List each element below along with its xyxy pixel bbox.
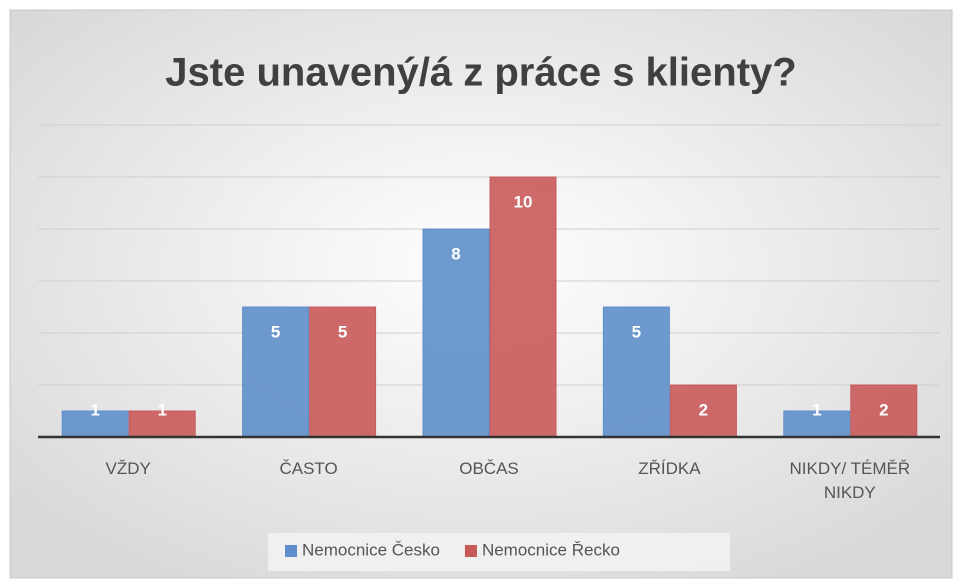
data-label: 5 (271, 322, 280, 341)
bar (422, 228, 490, 438)
bar (489, 176, 557, 438)
x-tick-label: ZŘÍDKA (638, 459, 701, 478)
bar (602, 306, 670, 438)
data-label: 1 (812, 400, 821, 419)
data-label: 5 (338, 322, 347, 341)
x-tick-label: VŽDY (105, 459, 151, 478)
data-label: 1 (157, 400, 166, 419)
legend-label: Nemocnice Česko (302, 540, 440, 559)
bar (669, 384, 737, 438)
data-label: 10 (514, 192, 533, 211)
chart-title: Jste unavený/á z práce s klienty? (165, 51, 796, 95)
data-label: 1 (90, 400, 99, 419)
legend-swatch (285, 545, 297, 557)
data-label: 2 (699, 400, 708, 419)
x-tick-label: ČASTO (279, 459, 338, 478)
legend-swatch (464, 545, 477, 557)
legend-label: Nemocnice Řecko (482, 540, 620, 559)
bar (242, 306, 310, 438)
data-label: 5 (632, 322, 641, 341)
data-label: 2 (879, 400, 888, 419)
bar (309, 306, 377, 438)
legend-box (268, 533, 730, 571)
x-tick-label: OBČAS (459, 459, 519, 478)
data-label: 8 (451, 244, 460, 263)
x-tick-label: NIKDY/ TÉMĚŘ NIKDY (789, 459, 911, 502)
